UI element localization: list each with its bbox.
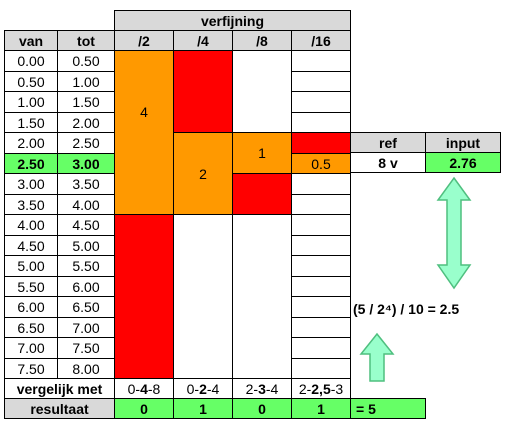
compare-high: -8 <box>147 380 161 397</box>
compare-high: -3 <box>330 380 344 397</box>
compare-mid: 3 <box>258 380 266 397</box>
compare-high: -4 <box>265 380 279 397</box>
compare-low: 0- <box>186 380 200 397</box>
compare-mid: 2 <box>199 380 207 397</box>
double-arrow-icon <box>436 176 472 290</box>
formula-text: (5 / 2⁴) / 10 = 2.5 <box>353 301 460 317</box>
column-header-van: van <box>4 30 58 51</box>
ref-header: ref <box>350 132 426 153</box>
compare-low: 0- <box>127 380 141 397</box>
div8-block-value: 1 <box>258 145 266 161</box>
div2-block-other <box>114 214 174 379</box>
div8-block-upper <box>232 50 292 133</box>
div8-block-lower <box>232 214 292 379</box>
input-value: 2.76 <box>425 152 501 173</box>
compare-high: -4 <box>206 380 220 397</box>
div2-block-value: 4 <box>140 103 148 120</box>
div4-block-value: 2 <box>199 165 207 182</box>
compare-mid: 2,5 <box>311 380 331 397</box>
compare-low: 2- <box>245 380 259 397</box>
up-arrow-icon <box>359 332 395 382</box>
compare-mid: 4 <box>140 380 148 397</box>
div4-block-selected: 2 <box>173 132 233 215</box>
result-label: resultaat <box>4 398 115 419</box>
compare-low: 2- <box>298 380 312 397</box>
result-summary: = 5 <box>350 398 426 419</box>
column-header-tot: tot <box>57 30 115 51</box>
